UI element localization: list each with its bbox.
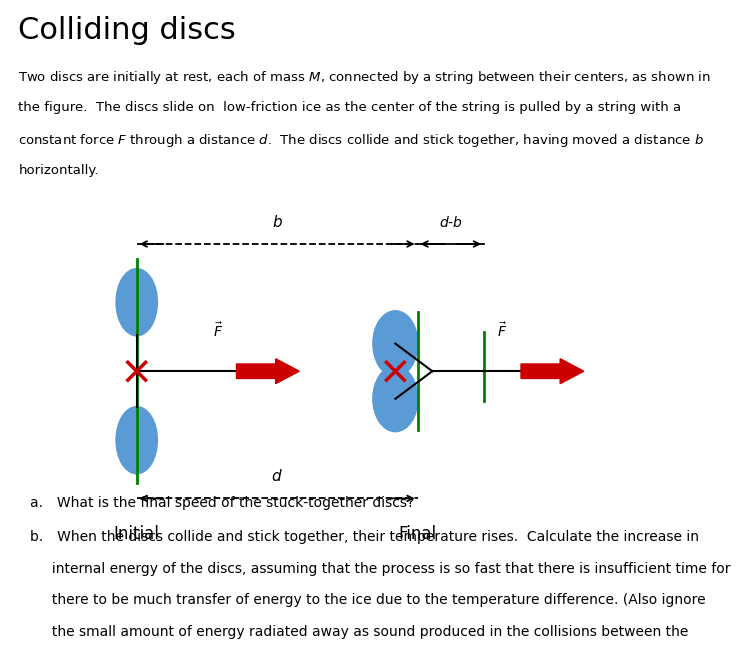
Text: Two discs are initially at rest, each of mass $M$, connected by a string between: Two discs are initially at rest, each of… bbox=[18, 69, 711, 86]
Text: internal energy of the discs, assuming that the process is so fast that there is: internal energy of the discs, assuming t… bbox=[30, 562, 730, 576]
Text: horizontally.: horizontally. bbox=[18, 164, 99, 177]
Text: a. What is the final speed of the stuck-together discs?: a. What is the final speed of the stuck-… bbox=[30, 496, 414, 510]
Text: b. When the discs collide and stick together, their temperature rises.  Calculat: b. When the discs collide and stick toge… bbox=[30, 530, 698, 544]
Text: $d$: $d$ bbox=[271, 468, 283, 484]
Text: Final: Final bbox=[398, 525, 437, 543]
Text: discs.): discs.) bbox=[30, 656, 96, 657]
Ellipse shape bbox=[117, 269, 157, 336]
Text: $\vec{F}$: $\vec{F}$ bbox=[213, 321, 223, 340]
Text: $d$-$b$: $d$-$b$ bbox=[439, 215, 463, 229]
Text: the figure.  The discs slide on  low-friction ice as the center of the string is: the figure. The discs slide on low-frict… bbox=[18, 101, 681, 114]
Text: $\vec{F}$: $\vec{F}$ bbox=[497, 321, 508, 340]
Ellipse shape bbox=[373, 367, 418, 431]
Text: the small amount of energy radiated away as sound produced in the collisions bet: the small amount of energy radiated away… bbox=[30, 625, 688, 639]
Text: Initial: Initial bbox=[114, 525, 160, 543]
Ellipse shape bbox=[117, 407, 157, 474]
Text: $b$: $b$ bbox=[272, 214, 282, 229]
Text: there to be much transfer of energy to the ice due to the temperature difference: there to be much transfer of energy to t… bbox=[30, 593, 705, 607]
Text: Colliding discs: Colliding discs bbox=[18, 16, 236, 45]
FancyArrow shape bbox=[521, 359, 584, 384]
FancyArrow shape bbox=[236, 359, 299, 384]
Ellipse shape bbox=[373, 311, 418, 376]
Text: constant force $F$ through a distance $d$.  The discs collide and stick together: constant force $F$ through a distance $d… bbox=[18, 132, 704, 149]
